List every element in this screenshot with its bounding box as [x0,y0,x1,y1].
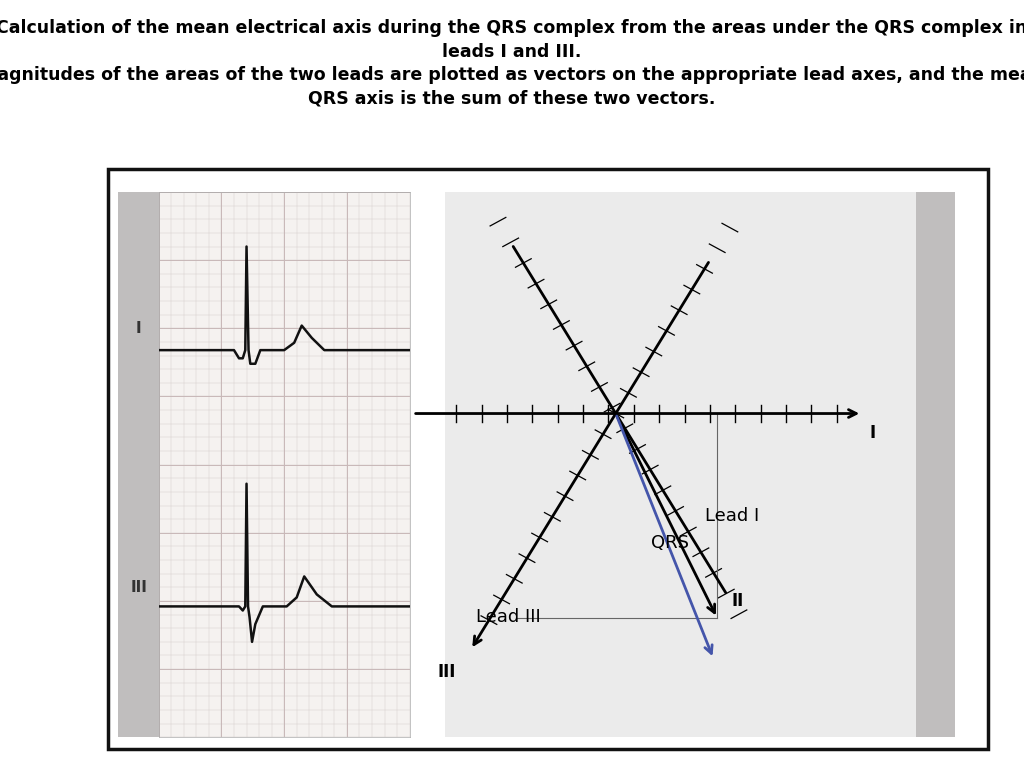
Text: Lead III: Lead III [476,607,542,626]
Text: Calculation of the mean electrical axis during the QRS complex from the areas un: Calculation of the mean electrical axis … [0,19,1024,108]
Text: III: III [438,664,457,681]
Text: III: III [130,580,147,595]
Text: I: I [869,424,876,442]
Text: I: I [136,321,141,336]
Text: Lead I: Lead I [705,507,759,525]
Text: QRS: QRS [651,534,689,552]
Text: II: II [732,592,744,610]
